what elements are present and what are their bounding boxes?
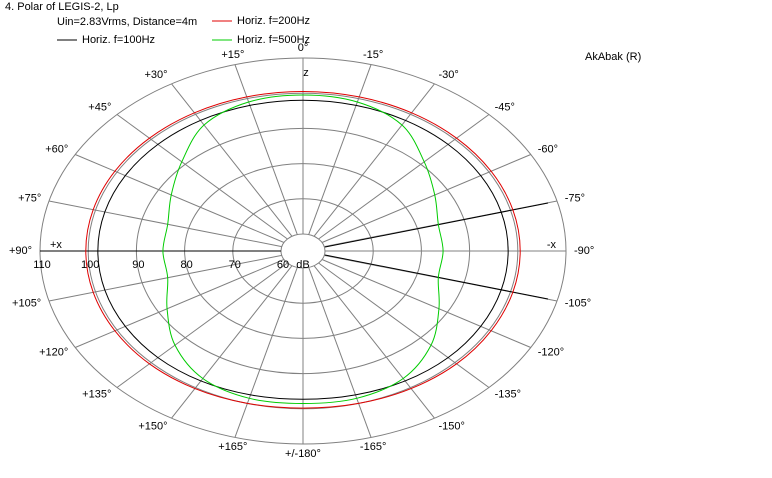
credit: AkAbak (R) bbox=[585, 51, 641, 63]
angle-label: -120° bbox=[538, 346, 564, 358]
grid-spoke bbox=[234, 64, 298, 235]
marker-line bbox=[324, 254, 549, 300]
series-line bbox=[85, 90, 521, 409]
r-tick-label: 110 bbox=[33, 259, 51, 271]
r-tick-label: 80 bbox=[180, 259, 192, 271]
r-unit: dB bbox=[296, 259, 309, 271]
angle-label: +135° bbox=[82, 388, 111, 400]
angle-label: -105° bbox=[565, 297, 591, 309]
angle-label: +90° bbox=[9, 245, 32, 257]
axis-annotation: z bbox=[303, 67, 309, 79]
angle-label: +105° bbox=[12, 297, 41, 309]
r-tick-label: 90 bbox=[132, 259, 144, 271]
grid-spoke bbox=[116, 262, 288, 388]
grid-spoke bbox=[308, 64, 372, 235]
angle-label: +75° bbox=[18, 192, 41, 204]
grid-spoke bbox=[321, 154, 531, 243]
angle-label: -15° bbox=[363, 49, 383, 61]
angle-label: +150° bbox=[138, 421, 167, 433]
grid-spoke bbox=[308, 267, 372, 438]
grid-spoke bbox=[234, 267, 298, 438]
r-tick-label: 70 bbox=[229, 259, 241, 271]
chart-title: 4. Polar of LEGIS-2, Lp bbox=[5, 1, 119, 13]
grid-spoke bbox=[48, 254, 282, 302]
angle-label: +45° bbox=[88, 101, 111, 113]
angle-label: +15° bbox=[221, 49, 244, 61]
angle-label: +/-180° bbox=[285, 448, 321, 460]
angle-label: -45° bbox=[495, 101, 515, 113]
grid-spoke bbox=[313, 83, 435, 237]
angle-label: -150° bbox=[439, 421, 465, 433]
angle-label: 0° bbox=[298, 42, 309, 54]
r-tick-label: 60 bbox=[277, 259, 289, 271]
angle-label: -165° bbox=[360, 441, 386, 453]
angle-label: +165° bbox=[218, 441, 247, 453]
legend-label: Horiz. f=200Hz bbox=[237, 15, 310, 27]
legend-label: Horiz. f=100Hz bbox=[82, 34, 155, 46]
grid-spoke bbox=[75, 259, 285, 348]
angle-label: -90° bbox=[574, 245, 594, 257]
grid-spoke bbox=[321, 259, 531, 348]
grid-spoke bbox=[171, 83, 293, 237]
angle-label: +120° bbox=[39, 346, 68, 358]
grid-spoke bbox=[75, 154, 285, 243]
series-line bbox=[97, 99, 509, 400]
grid-spoke bbox=[48, 200, 282, 248]
grid-spoke bbox=[313, 265, 435, 419]
angle-label: -135° bbox=[495, 388, 521, 400]
angle-label: +60° bbox=[45, 143, 68, 155]
angle-label: -60° bbox=[538, 143, 558, 155]
grid-spoke bbox=[171, 265, 293, 419]
angle-label: +30° bbox=[144, 69, 167, 81]
angle-label: -30° bbox=[439, 69, 459, 81]
series-line bbox=[162, 94, 444, 405]
marker-line bbox=[324, 202, 549, 248]
axis-annotation: +x bbox=[50, 239, 62, 251]
grid-spoke bbox=[116, 114, 288, 240]
grid-spoke bbox=[318, 114, 490, 240]
legend-label: Horiz. f=500Hz bbox=[237, 34, 310, 46]
r-tick-label: 100 bbox=[81, 259, 99, 271]
grid-spoke bbox=[318, 262, 490, 388]
chart-subtitle: Uin=2.83Vrms, Distance=4m bbox=[57, 16, 197, 28]
angle-label: -75° bbox=[565, 192, 585, 204]
axis-annotation: -x bbox=[547, 239, 557, 251]
